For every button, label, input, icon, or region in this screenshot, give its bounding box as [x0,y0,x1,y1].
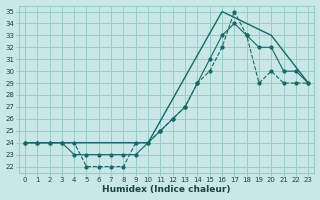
X-axis label: Humidex (Indice chaleur): Humidex (Indice chaleur) [102,185,231,194]
